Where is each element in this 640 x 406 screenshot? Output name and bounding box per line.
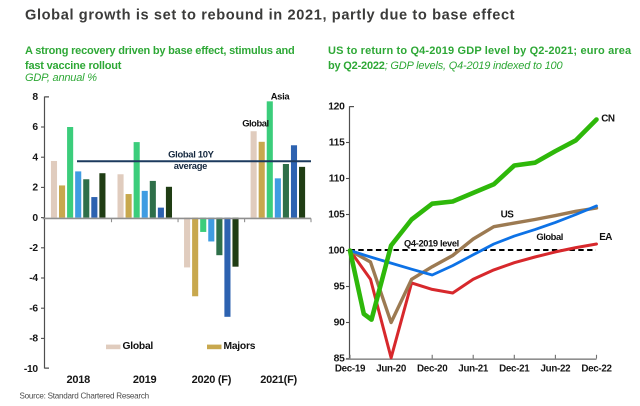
svg-text:2020 (F): 2020 (F) <box>192 374 232 386</box>
svg-text:100: 100 <box>328 246 345 257</box>
svg-text:Q4-2019 level: Q4-2019 level <box>404 239 459 249</box>
svg-text:6: 6 <box>32 122 38 133</box>
svg-text:Majors: Majors <box>224 341 256 352</box>
svg-text:2018: 2018 <box>67 374 91 386</box>
svg-text:2019: 2019 <box>133 374 157 386</box>
svg-text:8: 8 <box>32 92 38 103</box>
svg-text:GDP, annual %: GDP, annual % <box>25 72 97 84</box>
svg-text:115: 115 <box>329 138 345 149</box>
svg-text:-4: -4 <box>29 273 38 284</box>
svg-text:110: 110 <box>329 174 345 185</box>
svg-text:-6: -6 <box>29 303 38 314</box>
svg-text:Dec-19: Dec-19 <box>335 363 366 374</box>
svg-text:120: 120 <box>328 102 345 113</box>
svg-text:Global growth is set to reboun: Global growth is set to rebound in 2021,… <box>25 8 515 24</box>
svg-text:US: US <box>501 209 515 220</box>
svg-text:Global: Global <box>242 117 268 128</box>
svg-text:CN: CN <box>601 113 615 124</box>
svg-text:fast vaccine rollout: fast vaccine rollout <box>25 60 122 72</box>
svg-text:-8: -8 <box>29 334 38 345</box>
svg-text:2: 2 <box>32 183 38 194</box>
svg-text:Jun-22: Jun-22 <box>541 363 572 374</box>
svg-text:85: 85 <box>334 354 345 365</box>
svg-text:-2: -2 <box>29 243 38 254</box>
svg-text:Global: Global <box>536 231 562 242</box>
svg-text:Global: Global <box>123 341 154 352</box>
svg-text:Source: Standard Chartered Res: Source: Standard Chartered Research <box>20 392 149 401</box>
svg-text:average: average <box>174 160 207 171</box>
svg-text:105: 105 <box>328 210 345 221</box>
svg-text:Dec-21: Dec-21 <box>499 363 530 374</box>
svg-text:by Q2-2022; GDP levels, Q4-201: by Q2-2022; GDP levels, Q4-2019 indexed … <box>328 60 563 72</box>
svg-text:90: 90 <box>334 318 345 329</box>
svg-text:4: 4 <box>32 152 38 163</box>
svg-text:2021(F): 2021(F) <box>260 374 297 386</box>
svg-text:-10: -10 <box>24 364 39 375</box>
svg-text:Dec-22: Dec-22 <box>581 363 612 374</box>
svg-text:Jun-21: Jun-21 <box>458 363 489 374</box>
svg-text:Dec-20: Dec-20 <box>417 363 448 374</box>
svg-text:US to return to Q4-2019 GDP le: US to return to Q4-2019 GDP level by Q2-… <box>328 45 632 57</box>
svg-text:95: 95 <box>334 282 345 293</box>
svg-text:Jun-20: Jun-20 <box>376 363 407 374</box>
svg-text:EA: EA <box>599 232 612 243</box>
svg-text:Asia: Asia <box>271 90 291 101</box>
svg-text:Global 10Y: Global 10Y <box>168 149 215 160</box>
svg-text:A strong recovery driven by ba: A strong recovery driven by base effect,… <box>25 45 295 57</box>
svg-text:0: 0 <box>32 213 38 224</box>
